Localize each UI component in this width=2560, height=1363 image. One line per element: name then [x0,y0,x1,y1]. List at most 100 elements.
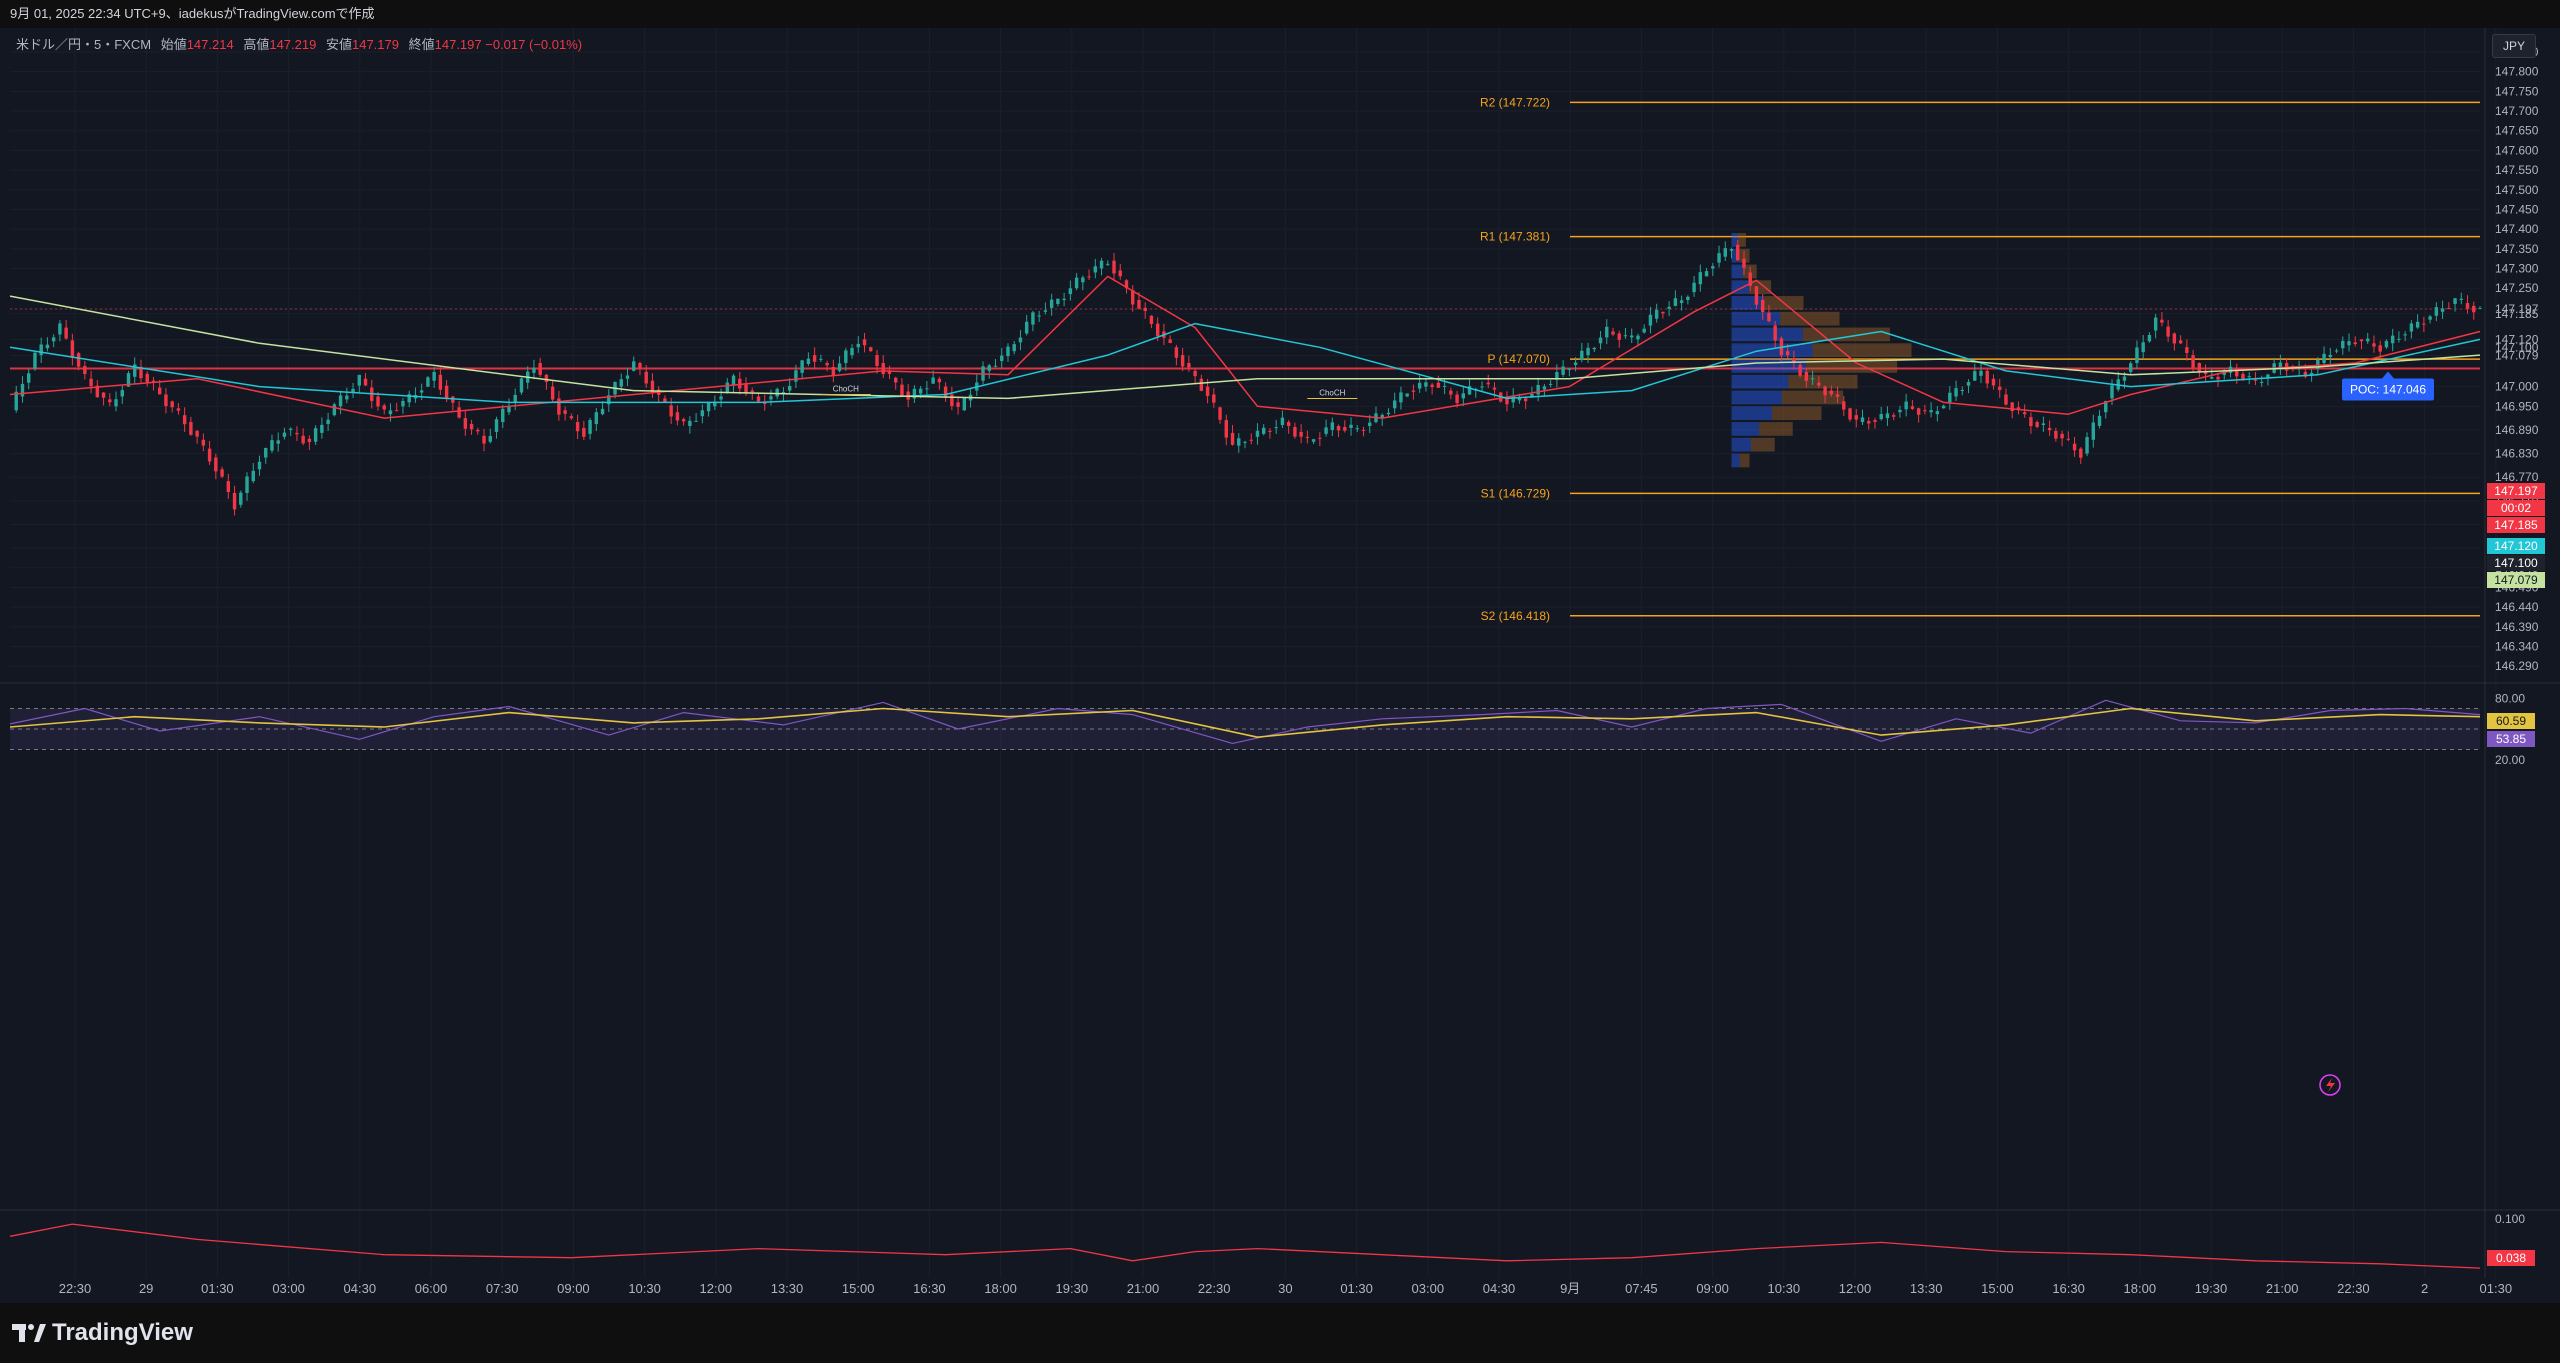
candle-body [869,347,873,352]
candle-body [257,461,262,470]
candle-body [1143,307,1147,312]
candle-body [1349,424,1353,428]
candle-body [2459,298,2463,300]
candle-body [251,470,255,482]
candle-body [1829,390,1834,395]
candle-body [2191,355,2195,368]
candle-body [1037,315,1041,317]
candle-body [1380,414,1384,419]
tradingview-logo[interactable]: TradingView [12,1319,193,1347]
symbol-name[interactable]: 米ドル／円・5・FXCM [16,37,152,52]
candle-body [276,440,280,444]
candle-body [395,410,399,412]
candle-body [1149,315,1154,325]
candle-body [993,365,998,367]
candle-body [326,419,330,425]
candle-body [313,428,318,442]
candle-body [1218,407,1222,420]
time-tick-label: 04:30 [1483,1281,1516,1296]
candle-body [1386,412,1391,415]
osc-value-tag: 0.038 [2496,1251,2526,1265]
candle-body [2153,317,2158,331]
candle-body [1056,298,1060,304]
candle-body [2372,343,2376,347]
candle-body [2054,430,2058,439]
candle-body [532,367,536,373]
time-tick-label: 12:00 [700,1281,733,1296]
time-tick-label: 19:30 [1056,1281,1089,1296]
candle-body [893,377,898,383]
candle-body [2347,341,2351,346]
candle-body [2447,307,2451,309]
candle-body [2309,372,2314,375]
price-tick-label: 147.650 [2495,124,2539,138]
candle-body [108,399,112,403]
candle-body [1199,378,1204,391]
candle-body [457,407,461,418]
price-tick-label: 146.340 [2495,640,2539,654]
volume-profile-bar-down [1772,406,1822,421]
candle-body [1667,306,1671,309]
candle-body [2422,323,2426,325]
candle-body [1648,314,1653,326]
candle-body [426,377,430,387]
candle-body [1748,272,1752,286]
candle-body [775,388,779,397]
candle-body [282,432,287,437]
candle-body [1405,393,1409,397]
candle-body [862,339,867,346]
candle-body [33,352,37,369]
candle-body [288,428,293,430]
time-tick-label: 09:00 [1696,1281,1729,1296]
time-tick-label: 07:45 [1625,1281,1658,1296]
candle-body [706,401,711,412]
candle-body [469,424,474,430]
header-title: 9月 01, 2025 22:34 UTC+9、iadekusがTradingV… [0,0,2560,28]
candle-body [1137,300,1141,309]
currency-button[interactable]: JPY [2492,34,2536,58]
candle-body [1717,253,1721,263]
candle-body [763,402,767,405]
poc-badge-pointer [2382,371,2394,379]
candle-body [856,343,860,348]
symbol-legend: 米ドル／円・5・FXCM 始値147.214 高値147.219 安値147.1… [16,34,582,53]
candle-body [207,448,212,462]
candle-body [363,378,368,386]
candle-body [1417,382,1422,389]
high-label: 高値 [243,37,270,52]
candle-body [2072,443,2077,451]
candle-body [2334,350,2339,352]
candle-body [338,395,343,407]
price-tick-label: 147.500 [2495,183,2539,197]
candle-body [2328,355,2333,358]
candle-body [1860,417,1865,423]
candle-body [2035,422,2039,427]
volume-profile-bar-down [1759,422,1793,436]
candle-body [2122,376,2127,381]
candle-body [1018,337,1023,343]
choch-label: ChoCH [833,385,859,394]
candle-body [700,410,705,417]
candle-body [1817,382,1821,386]
time-tick-label: 29 [139,1281,153,1296]
alert-icon[interactable] [2319,1074,2341,1096]
candle-body [1486,382,1490,385]
candle-body [2266,374,2270,378]
chart-canvas[interactable]: 22:30 29 01:30 03:00 04:30 06:00 07:30 09:00 10:… [0,28,2560,1303]
candle-body [1916,408,1921,415]
candle-body [887,370,892,374]
candle-body [1848,408,1852,420]
candle-body [2316,360,2320,369]
price-tick-label: 146.830 [2495,447,2539,461]
time-tick-label: 21:00 [1127,1281,1160,1296]
candle-body [2359,339,2364,342]
price-tick-label: 147.100 [2495,340,2539,354]
candle-body [918,388,923,394]
price-tick-label: 147.750 [2495,84,2539,98]
candle-body [295,432,299,435]
candle-body [1823,386,1827,396]
time-tick-label: 9月 [1560,1281,1580,1296]
candle-body [1299,431,1303,437]
open-value: 147.214 [186,37,234,52]
candle-body [2228,366,2233,373]
